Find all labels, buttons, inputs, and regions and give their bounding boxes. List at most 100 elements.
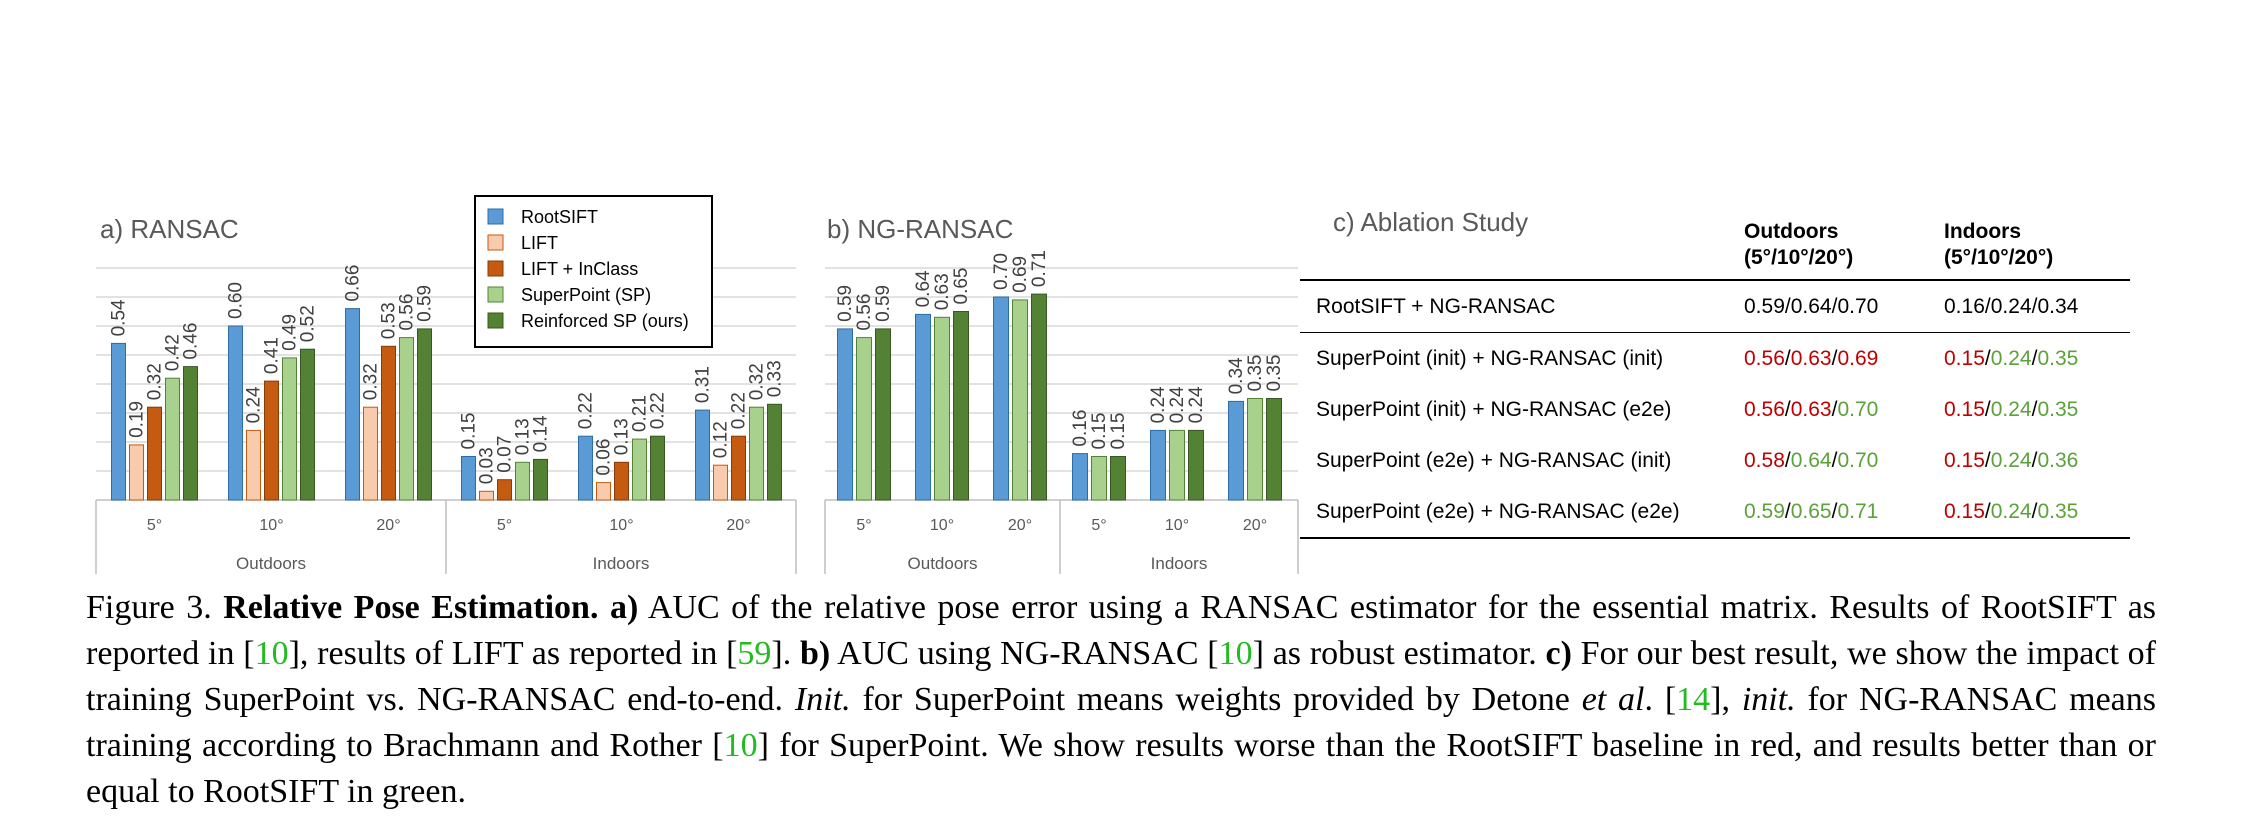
x-group-label: Outdoors — [236, 554, 306, 573]
caption-bold-a: a) — [609, 589, 639, 626]
caption-text: ] for SuperPoint. We show results worse … — [86, 727, 2156, 810]
chart-b-title: b) NG-RANSAC — [827, 214, 1013, 244]
ablation-value: 0.58 — [1744, 448, 1785, 472]
bar — [1247, 398, 1263, 501]
bar — [147, 406, 162, 501]
ablation-row: SuperPoint (e2e) + NG-RANSAC (e2e) 0.59/0… — [1300, 486, 2130, 539]
ablation-outdoors-cell: 0.56/0.63/0.69 — [1744, 333, 1944, 385]
ablation-separator: / — [2031, 346, 2038, 370]
x-tick-label: 10° — [930, 517, 954, 534]
data-label: 0.59 — [835, 285, 856, 322]
bar — [417, 328, 432, 501]
data-label: 0.59 — [873, 285, 894, 322]
data-label: 0.15 — [1089, 413, 1110, 450]
bar — [1031, 293, 1047, 501]
ablation-separator: / — [1831, 397, 1838, 421]
data-label: 0.71 — [1029, 250, 1050, 287]
bar — [1091, 456, 1107, 501]
bar — [650, 435, 665, 501]
ablation-value: 0.35 — [2037, 397, 2079, 421]
caption-text: For our best result, we show the impact … — [86, 635, 2157, 718]
ablation-value: 0.24 — [1990, 448, 2032, 472]
ablation-value: 0.70 — [1837, 294, 1879, 318]
caption-text: for NG-RANSAC means training according t… — [86, 681, 2157, 764]
ablation-header-outdoors-label: Outdoors — [1744, 220, 1839, 243]
citation-link[interactable]: 14 — [1676, 681, 1711, 718]
ablation-separator: / — [1784, 499, 1791, 523]
ablation-value: 0.15 — [1944, 346, 1985, 370]
citation-link[interactable]: 10 — [254, 635, 289, 672]
legend-label-lift-inclass: LIFT + InClass — [521, 259, 638, 279]
citation-link[interactable]: 59 — [737, 635, 772, 672]
ablation-value: 0.35 — [2037, 346, 2079, 370]
citation-link[interactable]: 10 — [723, 727, 758, 764]
ablation-method-cell: SuperPoint (e2e) + NG-RANSAC (e2e) — [1300, 486, 1744, 539]
bar — [533, 458, 548, 501]
ablation-separator: / — [1984, 499, 1991, 523]
x-group-label: Indoors — [593, 554, 650, 573]
x-tick-label: 5° — [147, 517, 162, 534]
ablation-value: 0.24 — [1990, 397, 2032, 421]
ablation-body: RootSIFT + NG-RANSAC 0.59/0.64/0.70 0.16/0… — [1300, 280, 2130, 539]
legend-swatch-reinforced-sp — [487, 312, 504, 329]
charts-area: a) RANSAC b) NG-RANSAC 0.540.190.320.420… — [95, 195, 1299, 574]
ablation-separator: / — [2031, 448, 2038, 472]
ablation-separator: / — [1984, 448, 1991, 472]
data-label: 0.70 — [991, 253, 1012, 290]
bar — [515, 461, 530, 501]
chart-b-ng-ransac: 0.590.560.59 5° 0.640.630.65 10° 0.700.690.7… — [824, 250, 1299, 574]
data-label: 0.32 — [747, 363, 768, 400]
data-label: 0.19 — [127, 401, 148, 438]
ablation-value: 0.15 — [1944, 397, 1985, 421]
bar — [111, 342, 126, 501]
caption-text: AUC of the relative pose error using a R… — [86, 589, 2157, 672]
caption-italic: Init. — [794, 681, 851, 718]
x-tick-label: 5° — [1091, 517, 1106, 534]
bar — [632, 438, 647, 501]
data-label: 0.21 — [630, 395, 651, 432]
bar — [1266, 398, 1282, 501]
ablation-header-row: Outdoors (5°/10°/20°) Indoors (5°/10°/20… — [1300, 213, 2130, 281]
bar — [264, 380, 279, 501]
ablation-separator: / — [2031, 397, 2038, 421]
caption-text: ]. — [771, 635, 801, 672]
ablation-method-cell: RootSIFT + NG-RANSAC — [1300, 280, 1744, 333]
citation-link[interactable]: 10 — [1218, 635, 1253, 672]
data-label: 0.15 — [1108, 413, 1129, 450]
bar — [731, 435, 746, 501]
ablation-header-indoors-label: Indoors — [1944, 220, 2021, 243]
ablation-header-outdoors: Outdoors (5°/10°/20°) — [1744, 213, 1944, 281]
data-label: 0.03 — [477, 447, 498, 484]
caption-text: for SuperPoint means weights provided by… — [850, 681, 1582, 718]
data-label: 0.52 — [298, 305, 319, 342]
x-tick-label: 5° — [497, 517, 512, 534]
data-label: 0.07 — [495, 436, 516, 473]
bar — [479, 490, 494, 501]
x-group-label: Outdoors — [908, 554, 978, 573]
bar — [915, 313, 931, 501]
legend-swatch-lift-inclass — [487, 260, 504, 277]
caption-text: AUC using NG-RANSAC [ — [830, 635, 1219, 672]
data-label: 0.41 — [262, 337, 283, 374]
bar — [228, 325, 243, 501]
ablation-separator: / — [1831, 294, 1838, 318]
ablation-outdoors-cell: 0.59/0.64/0.70 — [1744, 280, 1944, 333]
ablation-value: 0.56 — [1744, 397, 1785, 421]
x-group-label: Indoors — [1151, 554, 1208, 573]
data-label: 0.13 — [612, 418, 633, 455]
data-label: 0.24 — [1186, 386, 1207, 423]
data-label: 0.59 — [415, 285, 436, 322]
ablation-value: 0.15 — [1944, 448, 1985, 472]
ablation-header-indoors-thresholds: (5°/10°/20°) — [1944, 246, 2054, 269]
data-label: 0.06 — [594, 439, 615, 476]
ablation-value: 0.69 — [1837, 346, 1879, 370]
ablation-value: 0.16 — [1944, 294, 1985, 318]
legend-swatch-rootsift — [487, 208, 504, 225]
bar — [399, 337, 414, 501]
caption-bold-c: c) — [1545, 635, 1572, 672]
legend-swatch-superpoint — [487, 286, 504, 303]
data-label: 0.24 — [244, 386, 265, 423]
ablation-indoors-cell: 0.15/0.24/0.35 — [1944, 384, 2130, 435]
ablation-outdoors-cell: 0.56/0.63/0.70 — [1744, 384, 1944, 435]
bar — [363, 406, 378, 501]
